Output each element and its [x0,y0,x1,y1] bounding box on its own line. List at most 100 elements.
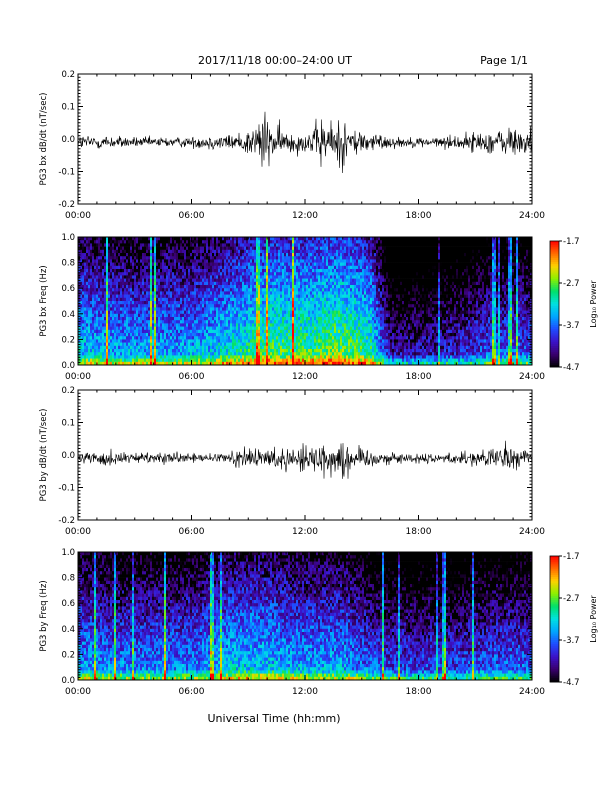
spectrogram-cell [148,282,150,286]
spectrogram-cell [168,285,170,289]
spectrogram-cell [184,339,186,343]
spectrogram-cell [206,298,208,302]
spectrogram-cell [94,259,96,263]
spectrogram-cell [182,307,184,311]
spectrogram-cell [206,291,208,295]
spectrogram-cell [166,285,168,289]
spectrogram-cell [232,307,234,311]
spectrogram-cell [136,237,138,241]
spectrogram-cell [98,352,100,356]
spectrogram-cell [106,285,108,289]
spectrogram-cell [164,327,166,331]
spectrogram-cell [182,285,184,289]
spectrogram-cell [160,298,162,302]
spectrogram-cell [212,323,214,327]
spectrogram-cell [156,307,158,311]
spectrogram-cell [202,279,204,283]
spectrogram-cell [160,259,162,263]
spectrogram-cell [196,301,198,305]
spectrogram-cell [170,359,172,363]
spectrogram-cell [234,298,236,302]
spectrogram-cell [100,307,102,311]
spectrogram-cell [84,349,86,353]
spectrogram-cell [154,291,156,295]
spectrogram-cell [200,269,202,273]
spectrogram-cell [124,263,126,267]
spectrogram-cell [218,311,220,315]
spectrogram-cell [138,266,140,270]
spectrogram-cell [116,336,118,340]
spectrogram-cell [98,327,100,331]
spectrogram-cell [128,295,130,299]
spectrogram-cell [116,301,118,305]
spectrogram-cell [228,243,230,247]
spectrogram-cell [110,355,112,359]
spectrogram-cell [118,346,120,350]
spectrogram-cell [178,279,180,283]
spectrogram-cell [188,256,190,260]
spectrogram-cell [126,256,128,260]
spectrogram-cell [226,349,228,353]
spectrogram-cell [170,339,172,343]
spectrogram-cell [176,359,178,363]
spectrogram-cell [96,288,98,292]
spectrogram-cell [220,250,222,254]
spectrogram-cell [230,339,232,343]
spectrogram-cell [214,285,216,289]
spectrogram-cell [114,282,116,286]
spectrogram-cell [102,330,104,334]
spectrogram-cell [214,343,216,347]
spectrogram-cell [148,279,150,283]
spectrogram-cell [94,282,96,286]
spectrogram-cell [156,330,158,334]
spectrogram-cell [100,237,102,241]
spectrogram-cell [154,301,156,305]
spectrogram-cell [214,298,216,302]
spectrogram-cell [180,317,182,321]
spectrogram-cell [132,240,134,244]
spectrogram-cell [96,275,98,279]
spectrogram-cell [136,311,138,315]
spectrogram-cell [142,279,144,283]
spectrogram-cell [168,263,170,267]
spectrogram-cell [130,237,132,241]
spectrogram-cell [226,247,228,251]
spectrogram-cell [206,339,208,343]
spectrogram-cell [200,349,202,353]
spectrogram-cell [86,301,88,305]
spectrogram-cell [160,320,162,324]
spectrogram-cell [188,291,190,295]
spectrogram-cell [160,243,162,247]
spectrogram-cell [114,355,116,359]
spectrogram-cell [152,314,154,318]
spectrogram-cell [212,272,214,276]
spectrogram-cell [220,259,222,263]
spectrogram-cell [158,256,160,260]
spectrogram-cell [158,253,160,257]
spectrogram-cell [112,320,114,324]
spectrogram-cell [130,304,132,308]
spectrogram-cell [124,307,126,311]
spectrogram-cell [94,317,96,321]
spectrogram-cell [116,275,118,279]
spectrogram-cell [200,263,202,267]
spectrogram-cell [120,266,122,270]
spectrogram-cell [168,298,170,302]
spectrogram-cell [102,272,104,276]
spectrogram-cell [230,349,232,353]
spectrogram-cell [108,333,110,337]
spectrogram-cell [174,275,176,279]
spectrogram-cell [204,301,206,305]
spectrogram-cell [218,336,220,340]
spectrogram-cell [202,339,204,343]
spectrogram-cell [96,336,98,340]
spectrogram-cell [186,349,188,353]
spectrogram-cell [92,285,94,289]
spectrogram-cell [104,282,106,286]
spectrogram-cell [92,301,94,305]
spectrogram-cell [234,288,236,292]
spectrogram-cell [162,307,164,311]
spectrogram-cell [190,314,192,318]
spectrogram-cell [126,275,128,279]
spectrogram-cell [176,327,178,331]
